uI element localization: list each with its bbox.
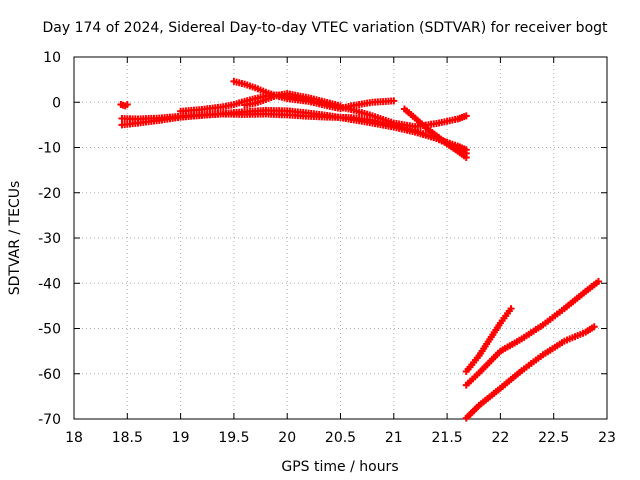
y-tick-label: -30 [38,231,61,247]
y-tick-label: -50 [38,322,61,338]
series-track [241,90,344,110]
y-tick-label: -20 [38,186,61,202]
chart-title: Day 174 of 2024, Sidereal Day-to-day VTE… [42,20,608,36]
series-track [462,323,598,422]
y-tick-label: -70 [38,412,61,428]
data-point [390,97,398,105]
data-point [337,102,344,110]
series-track [230,77,398,113]
x-tick-label: 22.5 [538,430,569,446]
data-points [117,77,602,422]
x-tick-label: 18 [65,430,83,446]
series-track [462,305,515,375]
x-tick-label: 22 [491,430,509,446]
y-tick-label: -40 [38,276,61,292]
x-tick-label: 19 [172,430,190,446]
x-tick-label: 21.5 [432,430,463,446]
x-tick-label: 20 [278,430,296,446]
y-tick-label: -60 [38,367,61,383]
x-tick-label: 21 [385,430,403,446]
y-axis: 10 0 -10 -20 -30 -40 -50 -60 -70 [38,50,607,428]
data-point [590,323,598,331]
y-tick-label: 0 [52,95,61,111]
y-tick-label: 10 [43,50,61,66]
series-track [462,277,602,389]
data-point [594,277,602,285]
x-tick-label: 18.5 [112,430,143,446]
x-tick-label: 20.5 [325,430,356,446]
data-point [123,101,131,109]
x-axis: 18 18.5 19 19.5 20 20.5 21 21.5 22 22.5 23 [65,57,616,446]
x-tick-label: 19.5 [218,430,249,446]
x-tick-label: 23 [598,430,616,446]
y-axis-label: SDTVAR / TECUs [7,181,23,296]
data-point [462,153,470,161]
data-point [507,305,515,313]
data-point [462,112,470,120]
x-axis-label: GPS time / hours [281,459,398,475]
y-tick-label: -10 [38,141,61,157]
series-track [400,105,470,161]
series-track [117,101,131,110]
